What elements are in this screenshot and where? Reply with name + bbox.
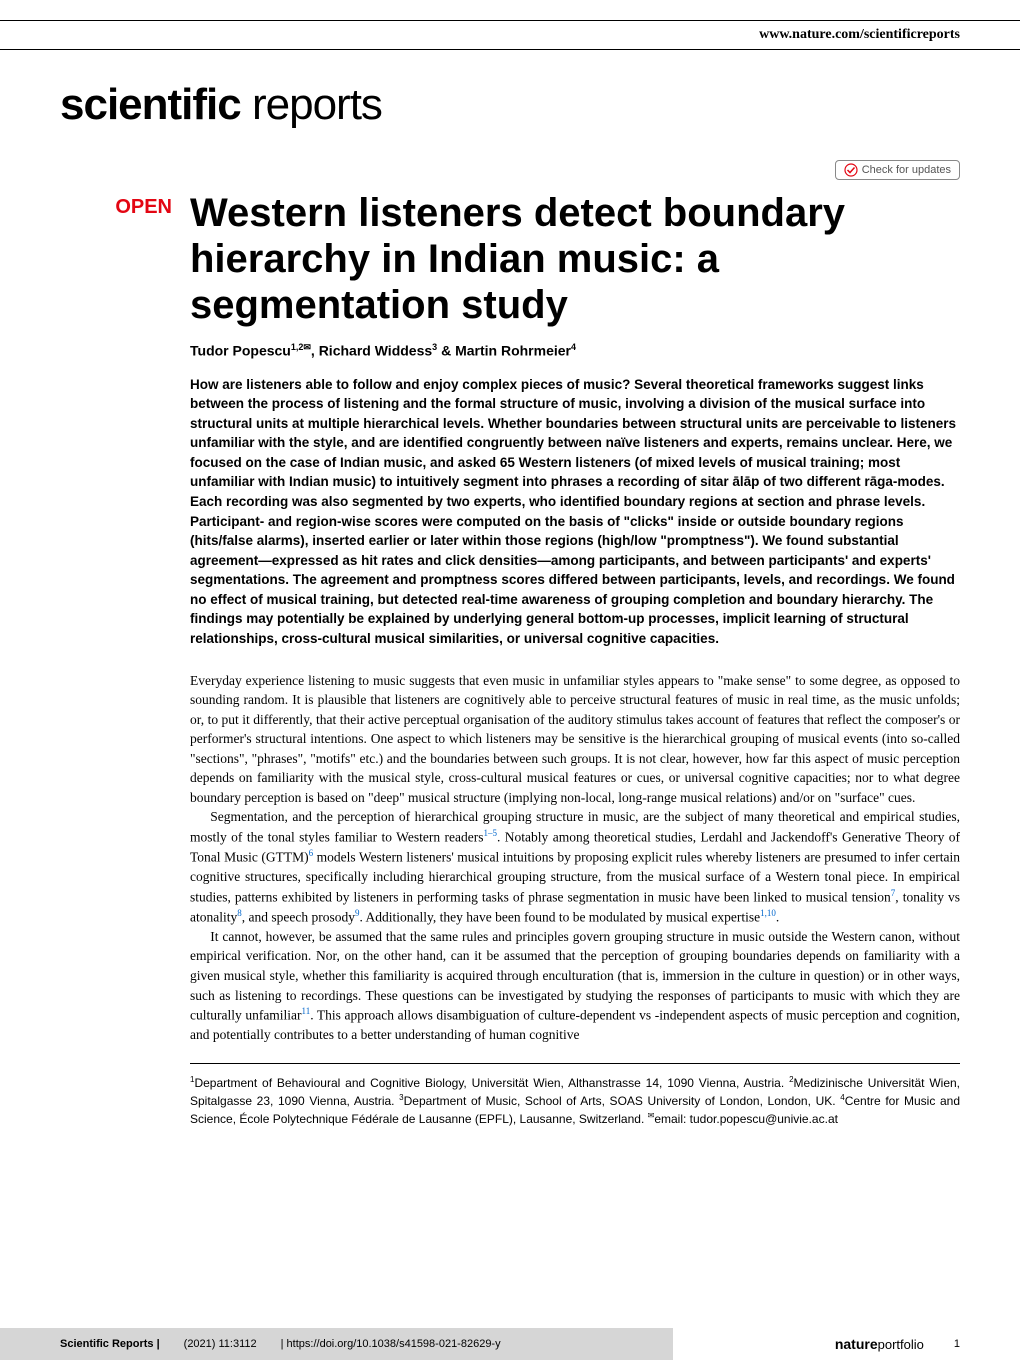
check-updates-button[interactable]: Check for updates: [835, 160, 960, 180]
affiliations: 1Department of Behavioural and Cognitive…: [190, 1074, 960, 1128]
body-text: Everyday experience listening to music s…: [190, 671, 960, 1045]
content-area: OPEN Western listeners detect boundary h…: [0, 190, 1020, 1128]
paragraph-2: Segmentation, and the perception of hier…: [190, 807, 960, 926]
check-updates-icon: [844, 163, 858, 177]
publisher-light: portfolio: [878, 1337, 924, 1352]
open-access-badge: OPEN: [60, 196, 172, 219]
journal-logo-light: reports: [241, 80, 382, 129]
publisher-logo: natureportfolio: [835, 1336, 924, 1352]
publisher-bold: nature: [835, 1336, 878, 1352]
article-title: Western listeners detect boundary hierar…: [190, 190, 960, 328]
footer-right: natureportfolio 1: [835, 1336, 960, 1352]
paragraph-1: Everyday experience listening to music s…: [190, 671, 960, 808]
paragraph-3: It cannot, however, be assumed that the …: [190, 927, 960, 1045]
right-column: Western listeners detect boundary hierar…: [190, 190, 960, 1128]
check-updates-label: Check for updates: [862, 164, 951, 176]
site-url[interactable]: www.nature.com/scientificreports: [759, 27, 960, 42]
journal-logo: scientific reports: [60, 80, 1020, 130]
header-url-bar: www.nature.com/scientificreports: [0, 20, 1020, 50]
left-column: OPEN: [60, 190, 190, 1128]
page-footer: Scientific Reports | (2021) 11:3112 | ht…: [0, 1328, 1020, 1360]
journal-logo-bold: scientific: [60, 80, 241, 129]
abstract: How are listeners able to follow and enj…: [190, 375, 960, 649]
affiliation-divider: [190, 1063, 960, 1064]
authors-line: Tudor Popescu1,2✉, Richard Widdess3 & Ma…: [190, 342, 960, 359]
check-updates-container: Check for updates: [0, 160, 1020, 182]
